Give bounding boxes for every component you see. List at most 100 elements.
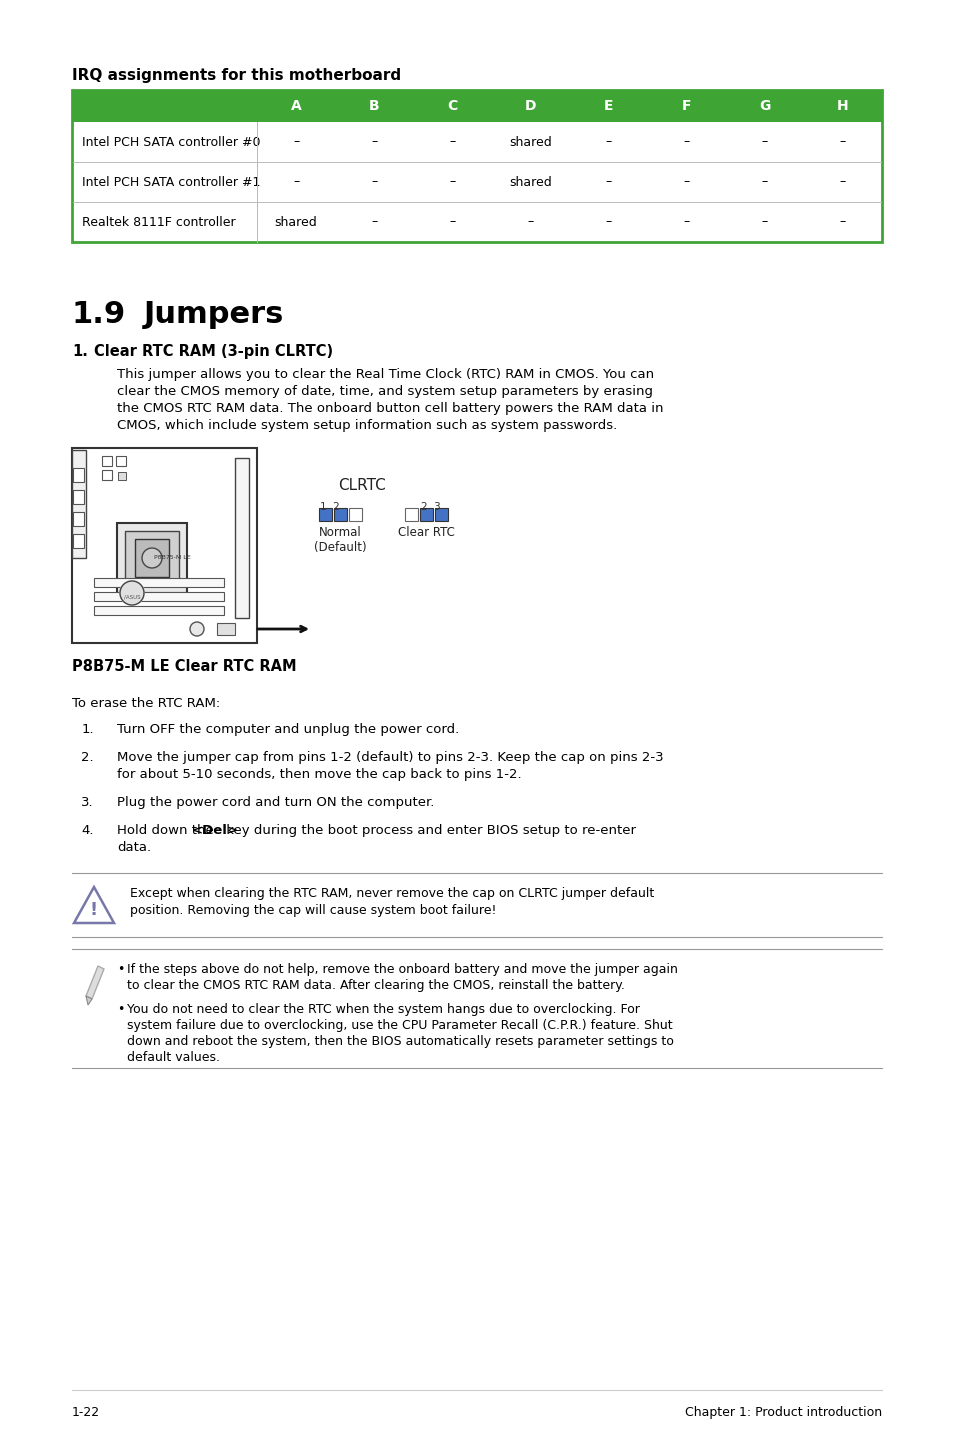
Bar	[118, 472, 126, 480]
Text: –: –	[605, 135, 611, 148]
Bar	[349, 508, 361, 521]
Text: A: A	[291, 99, 301, 114]
Bar	[318, 508, 332, 521]
Text: 4.: 4.	[81, 824, 94, 837]
Text: data.: data.	[117, 841, 151, 854]
Text: •: •	[117, 963, 124, 976]
Text: IRQ assignments for this motherboard: IRQ assignments for this motherboard	[71, 68, 400, 83]
Bar	[71, 91, 882, 242]
Text: –: –	[605, 175, 611, 188]
Bar	[71, 449, 256, 643]
Text: 2  3: 2 3	[420, 502, 440, 512]
Text: B: B	[369, 99, 379, 114]
Text: –: –	[293, 135, 299, 148]
Text: Move the jumper cap from pins 1-2 (default) to pins 2-3. Keep the cap on pins 2-: Move the jumper cap from pins 1-2 (defau…	[117, 751, 663, 764]
Text: Realtek 8111F controller: Realtek 8111F controller	[82, 216, 235, 229]
Text: –: –	[605, 216, 611, 229]
Text: –: –	[683, 175, 689, 188]
Text: –: –	[371, 135, 377, 148]
Text: G: G	[759, 99, 770, 114]
Text: –: –	[839, 216, 845, 229]
Bar	[94, 592, 224, 601]
Text: F: F	[681, 99, 691, 114]
Text: /ASUS: /ASUS	[124, 594, 140, 600]
Text: To erase the RTC RAM:: To erase the RTC RAM:	[71, 697, 220, 710]
Text: Normal
(Default): Normal (Default)	[314, 526, 366, 554]
Text: down and reboot the system, then the BIOS automatically resets parameter setting: down and reboot the system, then the BIO…	[127, 1035, 673, 1048]
Bar	[71, 201, 882, 242]
Text: default values.: default values.	[127, 1051, 220, 1064]
Text: –: –	[839, 175, 845, 188]
Bar	[117, 523, 187, 592]
Text: –: –	[527, 216, 533, 229]
Text: system failure due to overclocking, use the CPU Parameter Recall (C.P.R.) featur: system failure due to overclocking, use …	[127, 1020, 672, 1032]
Bar	[216, 623, 234, 636]
Text: Intel PCH SATA controller #0: Intel PCH SATA controller #0	[82, 135, 260, 148]
Text: 1.: 1.	[71, 344, 88, 360]
Text: 3.: 3.	[81, 797, 94, 810]
Text: Except when clearing the RTC RAM, never remove the cap on CLRTC jumper default: Except when clearing the RTC RAM, never …	[130, 887, 654, 900]
Text: •: •	[117, 1002, 124, 1017]
Text: 1-22: 1-22	[71, 1406, 100, 1419]
Text: Clear RTC RAM (3-pin CLRTC): Clear RTC RAM (3-pin CLRTC)	[94, 344, 333, 360]
Bar	[116, 456, 126, 466]
Bar	[71, 450, 86, 558]
Text: –: –	[760, 175, 767, 188]
Text: –: –	[371, 216, 377, 229]
Text: –: –	[683, 135, 689, 148]
Text: P8B75-M LE Clear RTC RAM: P8B75-M LE Clear RTC RAM	[71, 659, 296, 674]
Text: shared: shared	[509, 175, 551, 188]
Text: clear the CMOS memory of date, time, and system setup parameters by erasing: clear the CMOS memory of date, time, and…	[117, 385, 652, 398]
Text: key during the boot process and enter BIOS setup to re-enter: key during the boot process and enter BI…	[222, 824, 636, 837]
Text: Jumpers: Jumpers	[144, 301, 284, 329]
Text: Clear RTC: Clear RTC	[397, 526, 455, 539]
Circle shape	[120, 581, 144, 605]
Circle shape	[142, 548, 162, 568]
Text: –: –	[293, 175, 299, 188]
Bar	[234, 457, 249, 618]
Bar	[102, 470, 112, 480]
Text: shared: shared	[509, 135, 551, 148]
Bar	[405, 508, 417, 521]
Text: Plug the power cord and turn ON the computer.: Plug the power cord and turn ON the comp…	[117, 797, 434, 810]
Text: Intel PCH SATA controller #1: Intel PCH SATA controller #1	[82, 175, 260, 188]
Text: the CMOS RTC RAM data. The onboard button cell battery powers the RAM data in: the CMOS RTC RAM data. The onboard butto…	[117, 403, 662, 416]
Text: 1.9: 1.9	[71, 301, 126, 329]
Bar	[419, 508, 433, 521]
Text: –: –	[371, 175, 377, 188]
Bar	[71, 91, 882, 122]
Text: –: –	[760, 216, 767, 229]
Text: CLRTC: CLRTC	[337, 477, 385, 493]
Bar	[73, 533, 84, 548]
Text: Turn OFF the computer and unplug the power cord.: Turn OFF the computer and unplug the pow…	[117, 723, 458, 736]
Text: <Del>: <Del>	[192, 824, 238, 837]
Bar	[102, 456, 112, 466]
Text: P8B75-M LE: P8B75-M LE	[153, 555, 190, 559]
Text: You do not need to clear the RTC when the system hangs due to overclocking. For: You do not need to clear the RTC when th…	[127, 1002, 639, 1017]
Text: C: C	[447, 99, 456, 114]
Text: position. Removing the cap will cause system boot failure!: position. Removing the cap will cause sy…	[130, 905, 496, 917]
Text: –: –	[449, 175, 455, 188]
Text: –: –	[760, 135, 767, 148]
Text: 1.: 1.	[81, 723, 94, 736]
Text: for about 5-10 seconds, then move the cap back to pins 1-2.: for about 5-10 seconds, then move the ca…	[117, 768, 521, 781]
Text: –: –	[449, 216, 455, 229]
Bar	[94, 578, 224, 587]
Bar	[125, 531, 179, 585]
Text: 1  2: 1 2	[319, 502, 339, 512]
Text: to clear the CMOS RTC RAM data. After clearing the CMOS, reinstall the battery.: to clear the CMOS RTC RAM data. After cl…	[127, 979, 624, 992]
Bar	[73, 512, 84, 526]
Bar	[334, 508, 347, 521]
Text: –: –	[839, 135, 845, 148]
Text: Hold down the: Hold down the	[117, 824, 218, 837]
Bar	[71, 162, 882, 201]
Bar	[73, 467, 84, 482]
Text: 2.: 2.	[81, 751, 94, 764]
Text: D: D	[524, 99, 536, 114]
Polygon shape	[86, 997, 91, 1005]
Bar	[94, 605, 224, 615]
Bar	[73, 490, 84, 503]
Text: This jumper allows you to clear the Real Time Clock (RTC) RAM in CMOS. You can: This jumper allows you to clear the Real…	[117, 368, 654, 381]
Text: shared: shared	[274, 216, 317, 229]
Text: If the steps above do not help, remove the onboard battery and move the jumper a: If the steps above do not help, remove t…	[127, 963, 678, 976]
